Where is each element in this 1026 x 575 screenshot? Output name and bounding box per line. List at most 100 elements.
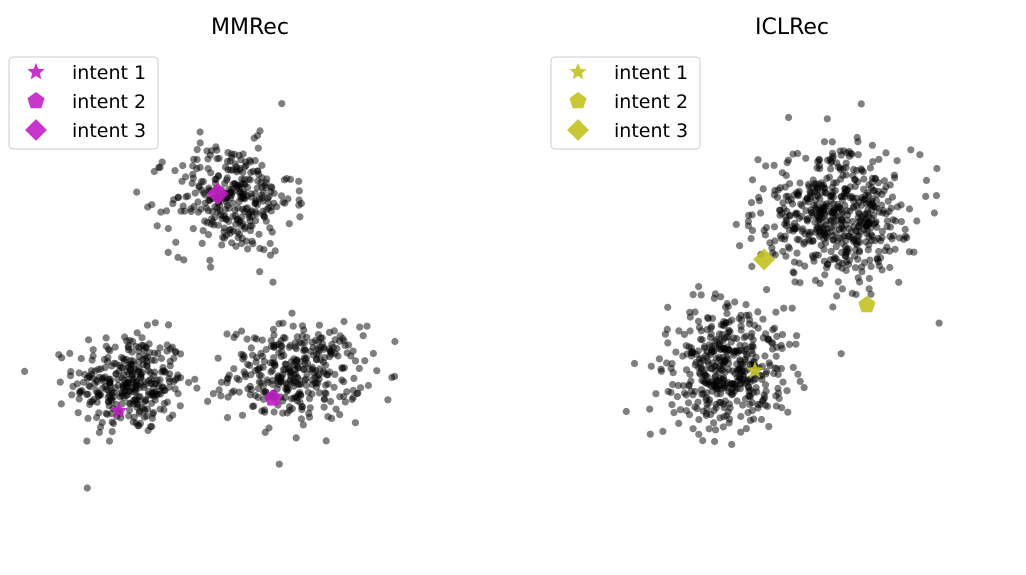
- scatter-point: [138, 334, 146, 342]
- scatter-point: [122, 355, 130, 364]
- scatter-point: [189, 170, 197, 178]
- scatter-point: [725, 359, 733, 368]
- intent-1-star-marker: [746, 361, 764, 378]
- scatter-point: [164, 248, 172, 256]
- scatter-point: [701, 344, 709, 352]
- scatter-point: [877, 254, 885, 262]
- scatter-point: [905, 248, 914, 256]
- scatter-point: [295, 187, 303, 195]
- scatter-point: [754, 400, 762, 408]
- scatter-point: [347, 352, 355, 360]
- scatter-point: [262, 345, 270, 354]
- scatter-point: [886, 181, 894, 189]
- scatter-point: [771, 364, 779, 372]
- scatter-point: [338, 364, 346, 372]
- scatter-point: [151, 319, 159, 327]
- scatter-point: [262, 217, 270, 225]
- scatter-point: [369, 349, 377, 358]
- scatter-point: [777, 365, 786, 373]
- scatter-point: [177, 207, 185, 215]
- scatter-point: [697, 291, 705, 299]
- scatter-point: [280, 333, 288, 341]
- scatter-point: [266, 251, 275, 259]
- scatter-point: [129, 357, 137, 365]
- scatter-point: [156, 344, 164, 352]
- scatter-point: [841, 192, 849, 200]
- scatter-point: [289, 322, 297, 330]
- scatter-point: [913, 217, 921, 225]
- scatter-point: [326, 353, 334, 361]
- scatter-point: [720, 318, 728, 326]
- scatter-point: [248, 237, 256, 245]
- scatter-point: [663, 359, 671, 367]
- scatter-point: [708, 387, 716, 395]
- scatter-point: [674, 381, 682, 390]
- scatter-point: [742, 301, 750, 309]
- scatter-point: [860, 175, 868, 183]
- scatter-point: [733, 335, 741, 343]
- scatter-point: [663, 325, 671, 333]
- scatter-point: [825, 173, 834, 181]
- scatter-point: [710, 419, 718, 427]
- scatter-point: [205, 184, 213, 192]
- scatter-point: [135, 368, 143, 376]
- scatter-point: [689, 291, 697, 299]
- scatter-point: [361, 357, 369, 365]
- scatter-point: [99, 384, 107, 392]
- scatter-point: [789, 363, 797, 371]
- scatter-point: [180, 256, 188, 264]
- scatter-point: [57, 400, 65, 408]
- mmrec-panel: MMRec intent 1 intent 2 intent 3: [8, 15, 399, 492]
- scatter-point: [778, 331, 787, 339]
- scatter-point: [235, 388, 243, 396]
- scatter-point: [293, 397, 301, 405]
- scatter-point: [191, 189, 199, 197]
- scatter-point: [737, 346, 746, 354]
- scatter-point: [250, 402, 258, 410]
- scatter-point: [201, 199, 209, 207]
- scatter-point: [135, 409, 143, 417]
- scatter-point: [171, 167, 179, 175]
- scatter-point: [817, 241, 825, 249]
- iclrec-legend-intent-2: intent 2: [614, 91, 688, 113]
- scatter-point: [723, 309, 731, 317]
- scatter-point: [101, 364, 109, 372]
- scatter-point: [271, 247, 279, 255]
- scatter-point: [763, 286, 771, 294]
- scatter-point: [694, 347, 702, 355]
- scatter-point: [664, 339, 672, 347]
- scatter-point: [669, 380, 677, 389]
- scatter-point: [204, 397, 212, 405]
- scatter-point: [867, 262, 875, 270]
- scatter-point: [780, 304, 788, 312]
- scatter-point: [870, 211, 878, 219]
- scatter-point: [823, 115, 831, 123]
- scatter-point: [76, 387, 84, 395]
- scatter-point: [128, 372, 136, 380]
- scatter-point: [771, 251, 779, 259]
- scatter-point: [58, 354, 66, 362]
- scatter-point: [871, 219, 880, 227]
- scatter-point: [707, 348, 715, 356]
- scatter-point: [796, 179, 804, 187]
- scatter-point: [169, 411, 177, 419]
- scatter-point: [243, 335, 251, 343]
- scatter-point: [783, 219, 791, 227]
- scatter-point: [357, 384, 365, 392]
- scatter-point: [865, 199, 873, 207]
- scatter-point: [95, 392, 103, 400]
- scatter-point: [867, 290, 875, 298]
- scatter-point: [354, 389, 362, 397]
- scatter-point: [112, 360, 120, 368]
- scatter-point: [84, 336, 93, 344]
- scatter-point: [280, 176, 288, 184]
- scatter-point: [693, 405, 701, 413]
- scatter-point: [748, 226, 757, 234]
- scatter-point: [156, 405, 164, 413]
- scatter-point: [80, 378, 88, 386]
- scatter-point: [284, 195, 292, 203]
- scatter-point: [359, 332, 367, 340]
- scatter-point: [712, 426, 720, 434]
- scatter-point: [198, 239, 206, 247]
